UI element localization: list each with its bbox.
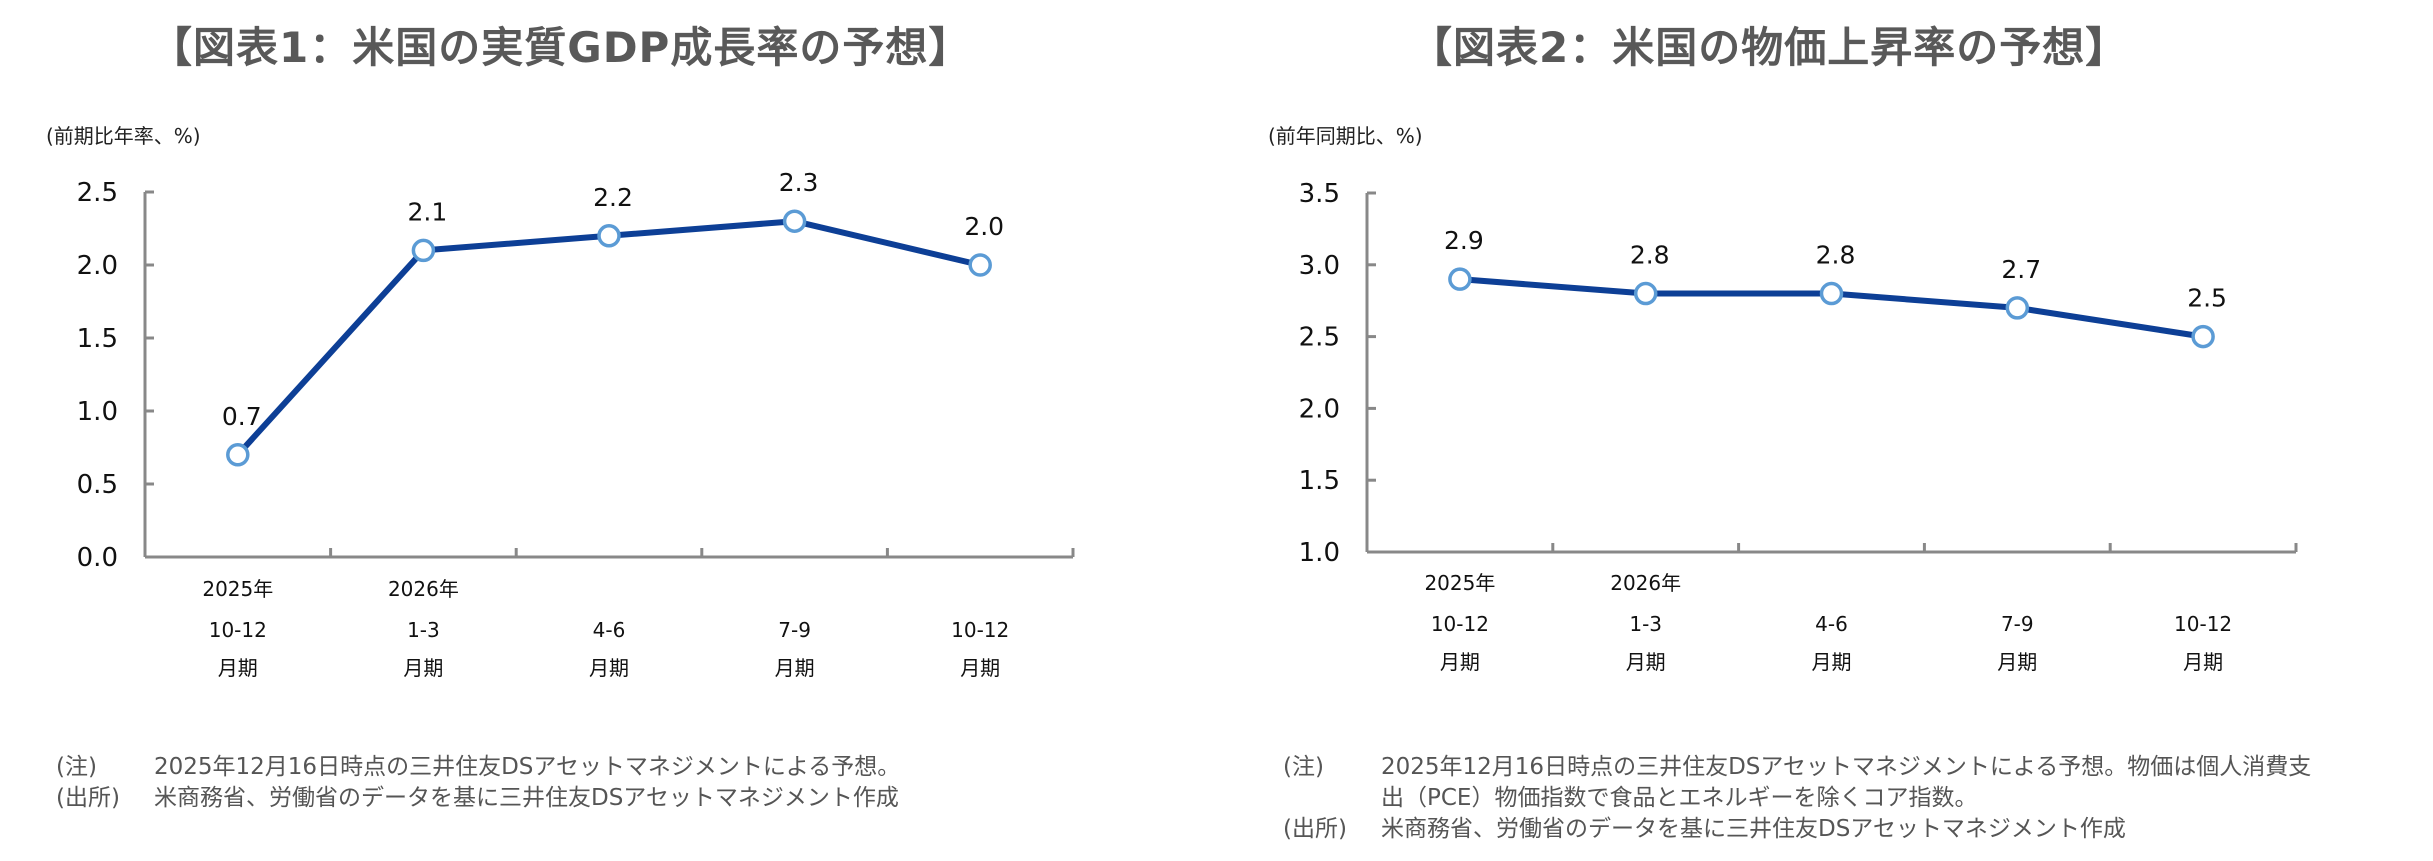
x-label-suffix: 月期 (1997, 650, 2037, 674)
note-text-continued: 出（PCE）物価指数で食品とエネルギーを除くコア指数。 (1381, 785, 1978, 811)
data-label: 0.7 (222, 402, 262, 431)
y-tick-label: 3.5 (1299, 179, 1340, 209)
x-label-suffix: 月期 (2183, 650, 2223, 674)
x-label-year: 2026年 (1610, 571, 1681, 595)
source-text: 米商務省、労働省のデータを基に三井住友DSアセットマネジメント作成 (154, 785, 899, 811)
chart2-footnotes: (注) 2025年12月16日時点の三井住友DSアセットマネジメントによる予想。物… (1283, 752, 2311, 845)
data-point-marker (782, 209, 807, 233)
data-label: 2.8 (1630, 241, 1670, 270)
x-label-suffix: 月期 (1440, 650, 1480, 674)
data-label: 2.8 (1816, 241, 1856, 270)
x-label-suffix: 月期 (960, 656, 1000, 680)
chart1-gdp-growth: 0.0 0.5 1.0 1.5 2.0 2.5 2025年 10-12 月期 2026年 1-3 月期… (77, 168, 1075, 680)
data-label: 2.5 (2187, 284, 2227, 313)
data-label: 2.3 (779, 168, 819, 197)
source-text: 米商務省、労働省のデータを基に三井住友DSアセットマネジメント作成 (1381, 816, 2126, 842)
data-point-marker (411, 238, 436, 263)
x-label-suffix: 月期 (775, 656, 815, 680)
x-label-suffix: 月期 (589, 656, 629, 680)
data-label: 2.7 (2001, 255, 2041, 284)
chart2-y-unit-label: (前年同期比、%) (1268, 124, 1423, 148)
y-tick-label: 1.0 (1299, 538, 1340, 568)
note-key: (注) (1283, 754, 1324, 780)
x-label-suffix: 月期 (403, 656, 443, 680)
data-point-marker (597, 224, 621, 248)
x-label-period: 4-6 (1815, 612, 1848, 636)
y-tick-label: 2.5 (77, 178, 118, 208)
data-point-marker (1819, 281, 1844, 306)
chart2-title: 【図表2：米国の物価上昇率の予想】 (1410, 23, 2129, 72)
x-label-period: 10-12 (951, 618, 1009, 642)
x-label-period: 10-12 (2174, 612, 2232, 636)
y-tick-label: 0.5 (77, 470, 118, 500)
y-tick-label: 1.5 (1299, 466, 1340, 496)
data-point-marker (2191, 324, 2215, 349)
chart2-inflation: 1.0 1.5 2.0 2.5 3.0 3.5 2025年 10-12 月期 2026年 1-3 月期… (1299, 179, 2298, 674)
data-point-marker (968, 253, 992, 277)
data-label: 2.1 (408, 197, 448, 226)
x-label-year: 2026年 (388, 577, 459, 601)
y-tick-label: 1.5 (77, 324, 118, 354)
data-point-marker (1448, 267, 1472, 291)
chart1-title: 【図表1：米国の実質GDP成長率の予想】 (150, 23, 972, 72)
x-label-period: 10-12 (209, 618, 267, 642)
x-label-suffix: 月期 (1812, 650, 1852, 674)
data-point-marker (1633, 281, 1658, 306)
data-label: 2.2 (593, 183, 633, 212)
y-tick-label: 1.0 (77, 397, 118, 427)
note-text: 2025年12月16日時点の三井住友DSアセットマネジメントによる予想。 (154, 754, 901, 780)
source-key: (出所) (56, 785, 120, 811)
x-label-suffix: 月期 (218, 656, 258, 680)
data-label: 2.9 (1444, 226, 1484, 255)
y-tick-label: 2.0 (77, 251, 118, 281)
x-label-period: 1-3 (1629, 612, 1662, 636)
x-label-period: 7-9 (778, 618, 811, 642)
note-text: 2025年12月16日時点の三井住友DSアセットマネジメントによる予想。物価は個… (1381, 754, 2312, 780)
chart1-footnotes: (注) 2025年12月16日時点の三井住友DSアセットマネジメントによる予想。 … (56, 752, 900, 814)
x-label-year: 2025年 (202, 577, 273, 601)
x-label-period: 4-6 (593, 618, 626, 642)
x-label-period: 1-3 (407, 618, 440, 642)
x-label-period: 7-9 (2001, 612, 2034, 636)
chart1-y-unit-label: (前期比年率、%) (46, 124, 201, 148)
y-tick-label: 3.0 (1299, 251, 1340, 281)
x-label-year: 2025年 (1424, 571, 1495, 595)
note-key: (注) (56, 754, 97, 780)
y-tick-label: 2.0 (1299, 394, 1340, 424)
source-key: (出所) (1283, 816, 1347, 842)
data-point-marker (2005, 296, 2030, 320)
data-label: 2.0 (964, 212, 1004, 241)
y-tick-label: 0.0 (77, 543, 118, 573)
x-label-period: 10-12 (1431, 612, 1489, 636)
x-label-suffix: 月期 (1626, 650, 1666, 674)
data-point-marker (226, 443, 250, 467)
y-tick-label: 2.5 (1299, 323, 1340, 353)
